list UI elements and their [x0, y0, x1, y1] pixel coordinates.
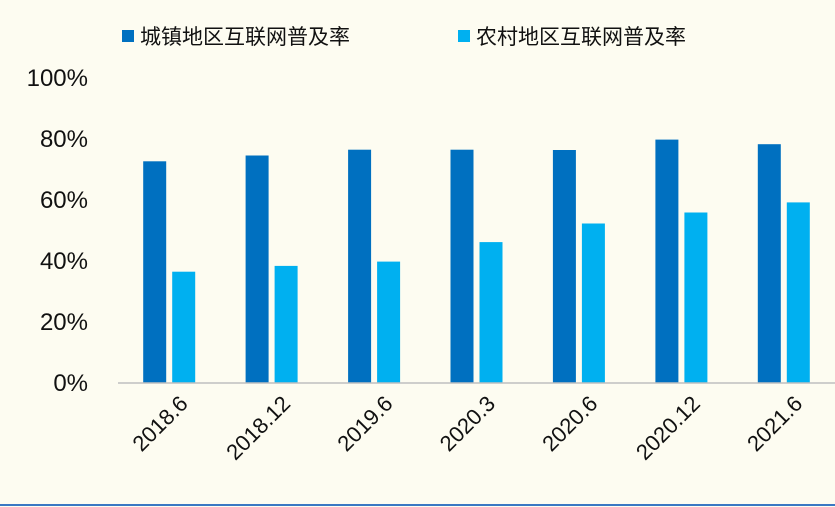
legend-swatch-1 [122, 30, 134, 42]
bar-series-2 [786, 202, 810, 383]
bar-series-2 [581, 223, 605, 383]
legend-label-1: 城镇地区互联网普及率 [140, 25, 350, 49]
bar-series-2 [172, 271, 196, 383]
y-axis: 0% 20% 40% 60% 80% 100% [27, 65, 88, 397]
bars [143, 139, 810, 383]
bar-series-2 [684, 212, 708, 383]
bar-series-2 [479, 242, 503, 383]
bar-series-1 [245, 155, 269, 383]
y-tick-label: 80% [40, 126, 88, 153]
bar-series-1 [143, 161, 167, 383]
y-tick-label: 40% [40, 248, 88, 275]
y-tick-label: 100% [27, 65, 88, 92]
bar-series-2 [377, 261, 401, 383]
bar-series-2 [274, 265, 298, 383]
bar-series-1 [552, 150, 576, 383]
legend-label-2: 农村地区互联网普及率 [476, 25, 686, 49]
bar-series-1 [450, 149, 474, 383]
y-tick-label: 0% [53, 370, 88, 397]
legend: 城镇地区互联网普及率 农村地区互联网普及率 [122, 25, 686, 49]
bar-series-1 [655, 139, 679, 383]
legend-swatch-2 [458, 30, 470, 42]
bar-series-1 [757, 144, 781, 383]
bar-series-1 [348, 149, 372, 383]
y-tick-label: 60% [40, 187, 88, 214]
y-tick-label: 20% [40, 309, 88, 336]
